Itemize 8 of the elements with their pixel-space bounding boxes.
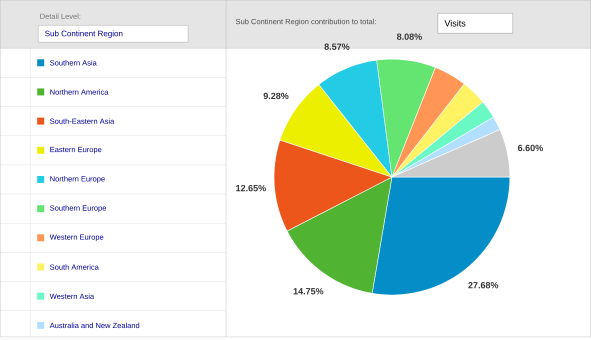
data-label: 8.08% — [396, 33, 422, 40]
data-label: 12.65% — [236, 184, 266, 192]
data-label: 27.68% — [468, 282, 498, 288]
data-label: 6.60% — [518, 144, 543, 152]
text: Visits — [444, 20, 466, 26]
data-label: 8.57% — [324, 43, 350, 50]
data-label: 14.75% — [294, 288, 324, 294]
data-label: 9.28% — [264, 92, 289, 100]
